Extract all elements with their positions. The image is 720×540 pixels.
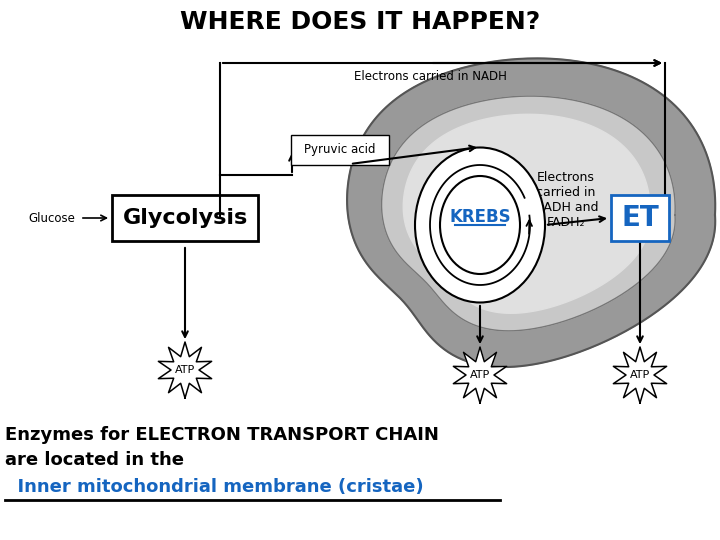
- Polygon shape: [613, 347, 667, 403]
- Ellipse shape: [440, 176, 520, 274]
- Text: Glycolysis: Glycolysis: [122, 208, 248, 228]
- Ellipse shape: [415, 147, 545, 302]
- Text: Inner mitochondrial membrane (cristae): Inner mitochondrial membrane (cristae): [5, 478, 423, 496]
- Polygon shape: [347, 58, 715, 367]
- Text: Electrons carried in NADH: Electrons carried in NADH: [354, 70, 506, 83]
- Text: ATP: ATP: [175, 365, 195, 375]
- Text: Glucose: Glucose: [29, 212, 76, 225]
- Text: Enzymes for ELECTRON TRANSPORT CHAIN: Enzymes for ELECTRON TRANSPORT CHAIN: [5, 426, 439, 444]
- Text: ATP: ATP: [470, 370, 490, 380]
- Text: WHERE DOES IT HAPPEN?: WHERE DOES IT HAPPEN?: [180, 10, 540, 34]
- Text: are located in the: are located in the: [5, 451, 184, 469]
- Text: ATP: ATP: [630, 370, 650, 380]
- FancyBboxPatch shape: [611, 195, 669, 241]
- Polygon shape: [158, 342, 212, 398]
- FancyBboxPatch shape: [112, 195, 258, 241]
- Polygon shape: [403, 114, 650, 313]
- Polygon shape: [454, 347, 507, 403]
- Polygon shape: [382, 96, 675, 331]
- Text: Electrons
carried in
NADH and
FADH₂: Electrons carried in NADH and FADH₂: [534, 171, 598, 229]
- FancyBboxPatch shape: [291, 135, 389, 165]
- Text: ET: ET: [621, 204, 659, 232]
- Text: KREBS: KREBS: [449, 208, 510, 226]
- Text: Pyruvic acid: Pyruvic acid: [305, 144, 376, 157]
